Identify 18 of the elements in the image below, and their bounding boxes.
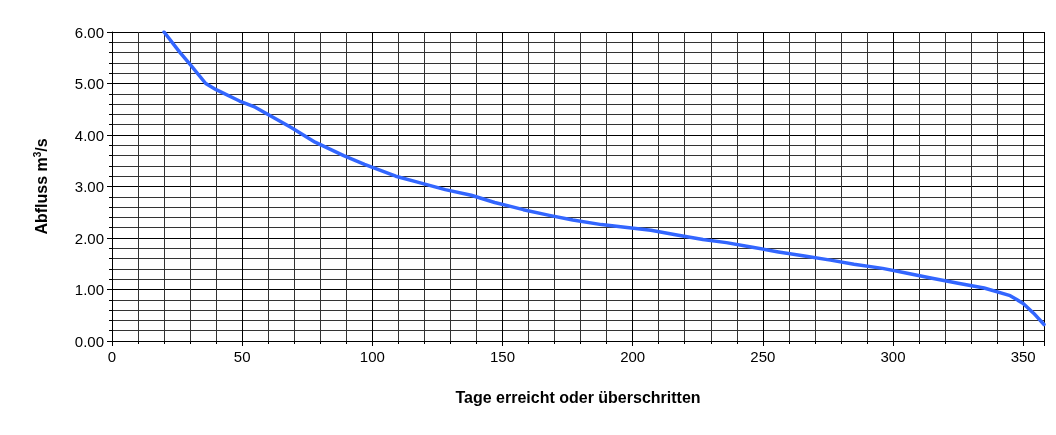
x-tick-label: 300	[880, 348, 906, 365]
y-tick-label: 0.00	[74, 332, 104, 350]
y-tick-label: 4.00	[74, 126, 104, 144]
x-tick-label: 250	[750, 348, 776, 365]
y-tick-label: 1.00	[74, 281, 104, 298]
y-tick-label: 2.00	[74, 229, 104, 247]
line-series	[162, 30, 1046, 327]
y-tick-label: 5.00	[74, 75, 104, 92]
x-tick-label: 0	[107, 348, 117, 365]
x-tick-label: 150	[489, 348, 516, 365]
x-tick-label: 200	[620, 348, 646, 365]
x-tick-label: 100	[359, 348, 385, 365]
x-tick-label: 350	[1010, 348, 1036, 365]
y-tick-label: 3.00	[74, 178, 104, 195]
x-tick-label: 50	[233, 348, 251, 365]
x-axis-title: Tage erreicht oder überschritten	[455, 388, 701, 406]
y-tick-label: 6.00	[74, 23, 104, 41]
y-axis-title: Abfluss m3/s	[31, 138, 50, 235]
